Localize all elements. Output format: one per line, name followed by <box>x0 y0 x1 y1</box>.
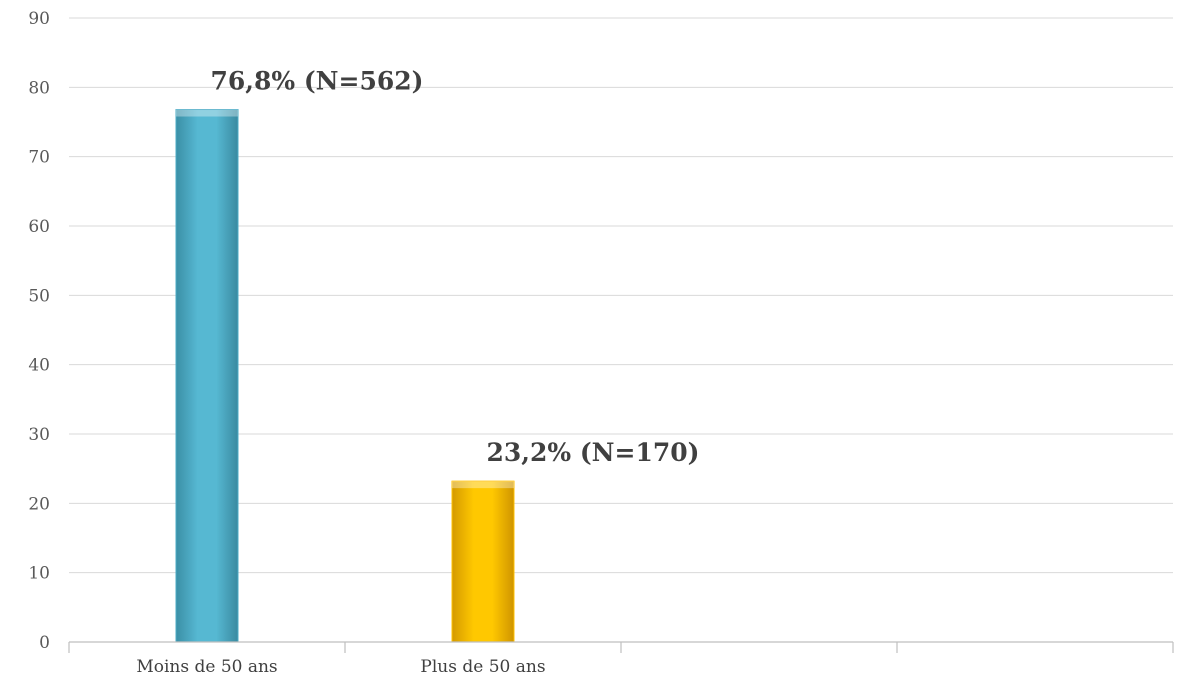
bars <box>175 109 515 643</box>
bar-highlight-0 <box>176 109 238 117</box>
gridlines <box>69 17 1173 574</box>
y-tick-label-20: 20 <box>28 494 50 514</box>
bar-0 <box>175 109 239 643</box>
bar-1 <box>451 480 515 643</box>
y-tick-label-30: 30 <box>28 425 50 445</box>
y-tick-label-90: 90 <box>28 9 50 29</box>
y-tick-label-40: 40 <box>28 356 50 376</box>
category-label-0: Moins de 50 ans <box>136 657 277 677</box>
y-tick-label-70: 70 <box>28 148 50 168</box>
y-tick-label-0: 0 <box>39 633 50 653</box>
bar-body-0 <box>175 109 239 643</box>
x-axis-category-labels: Moins de 50 ans Plus de 50 ans <box>136 657 545 677</box>
y-axis-tick-labels: 0 10 20 30 40 50 60 70 80 90 <box>28 9 50 653</box>
y-tick-label-50: 50 <box>28 286 50 306</box>
data-label-0: 76,8% (N=562) <box>211 67 424 96</box>
y-tick-label-10: 10 <box>28 564 50 584</box>
y-tick-label-80: 80 <box>28 78 50 98</box>
bar-body-1 <box>451 480 515 643</box>
bar-highlight-1 <box>452 481 514 489</box>
x-axis <box>68 641 1174 653</box>
data-label-1: 23,2% (N=170) <box>487 438 700 467</box>
data-labels: 76,8% (N=562) 23,2% (N=170) <box>211 67 700 468</box>
category-label-1: Plus de 50 ans <box>420 657 545 677</box>
y-tick-label-60: 60 <box>28 217 50 237</box>
